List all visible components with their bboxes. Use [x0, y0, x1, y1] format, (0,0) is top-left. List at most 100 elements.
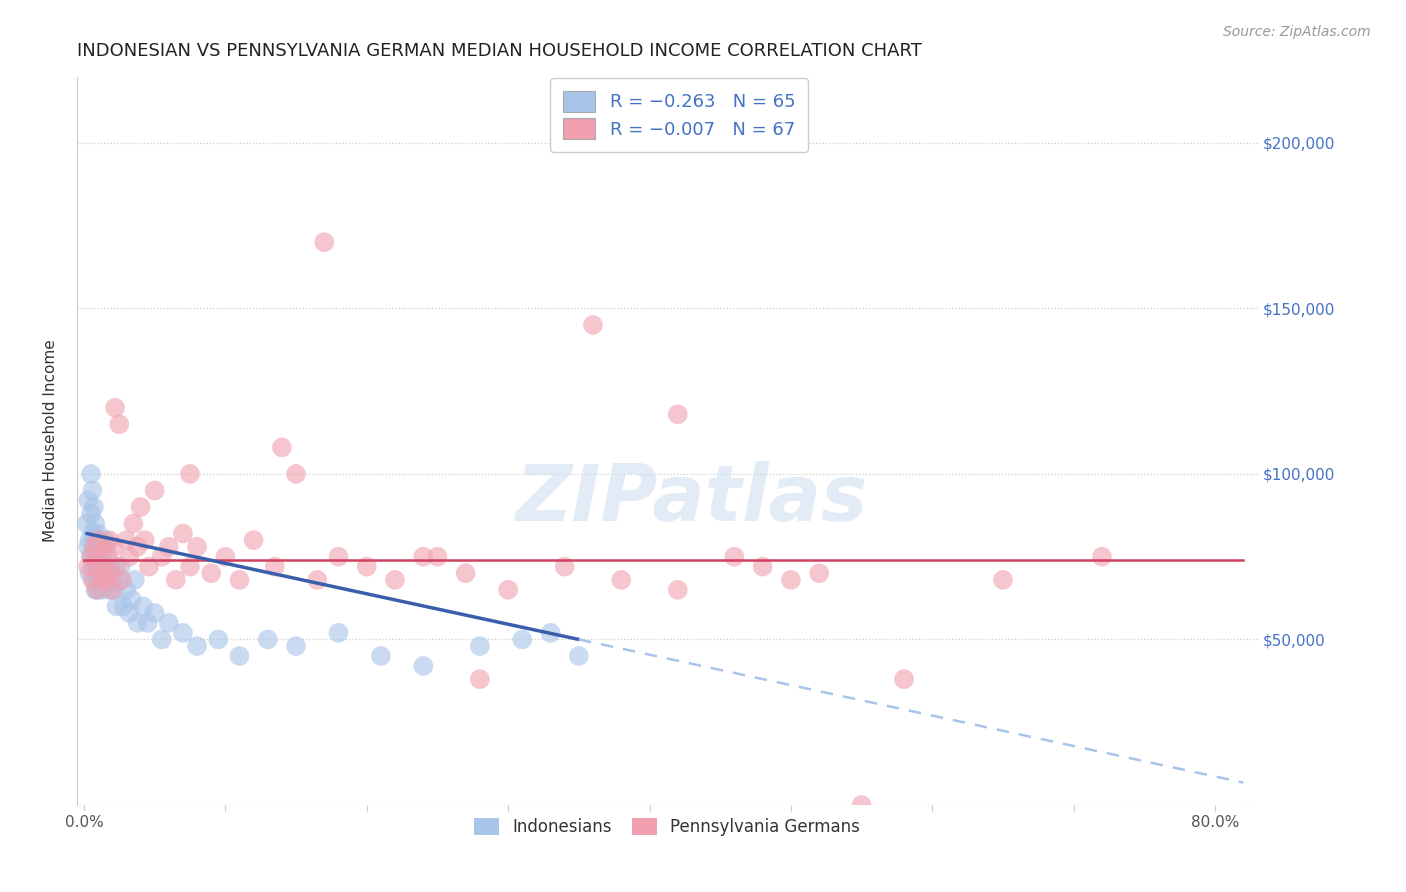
- Point: [100, 566, 122, 581]
- Point: [893, 672, 915, 686]
- Point: [104, 401, 127, 415]
- Point: [143, 606, 166, 620]
- Point: [110, 559, 132, 574]
- Point: [97, 549, 120, 564]
- Point: [186, 540, 208, 554]
- Point: [83, 573, 105, 587]
- Point: [94, 573, 117, 587]
- Point: [179, 467, 201, 481]
- Point: [808, 566, 831, 581]
- Point: [751, 559, 773, 574]
- Point: [228, 573, 250, 587]
- Point: [79, 566, 101, 581]
- Point: [77, 493, 100, 508]
- Point: [129, 500, 152, 514]
- Point: [723, 549, 745, 564]
- Point: [285, 639, 308, 653]
- Point: [89, 549, 111, 564]
- Point: [80, 507, 103, 521]
- Point: [80, 549, 103, 564]
- Point: [122, 516, 145, 531]
- Point: [82, 526, 104, 541]
- Point: [80, 467, 103, 481]
- Point: [76, 516, 98, 531]
- Point: [172, 625, 194, 640]
- Point: [82, 559, 104, 574]
- Point: [468, 639, 491, 653]
- Point: [79, 533, 101, 548]
- Point: [454, 566, 477, 581]
- Point: [356, 559, 378, 574]
- Point: [851, 797, 873, 812]
- Text: ZIPatlas: ZIPatlas: [515, 461, 868, 537]
- Point: [165, 573, 187, 587]
- Point: [666, 582, 689, 597]
- Point: [134, 533, 156, 548]
- Point: [98, 533, 121, 548]
- Point: [242, 533, 264, 548]
- Point: [412, 549, 434, 564]
- Point: [115, 582, 138, 597]
- Point: [127, 540, 149, 554]
- Point: [228, 648, 250, 663]
- Point: [540, 625, 562, 640]
- Legend: Indonesians, Pennsylvania Germans: Indonesians, Pennsylvania Germans: [465, 809, 869, 844]
- Point: [93, 566, 115, 581]
- Point: [86, 566, 108, 581]
- Point: [370, 648, 392, 663]
- Point: [91, 549, 114, 564]
- Point: [207, 632, 229, 647]
- Point: [132, 599, 155, 614]
- Point: [86, 582, 108, 597]
- Point: [82, 573, 104, 587]
- Point: [263, 559, 285, 574]
- Point: [270, 441, 292, 455]
- Point: [138, 559, 160, 574]
- Point: [112, 599, 135, 614]
- Point: [172, 526, 194, 541]
- Point: [87, 526, 110, 541]
- Point: [150, 632, 173, 647]
- Point: [80, 549, 103, 564]
- Text: Source: ZipAtlas.com: Source: ZipAtlas.com: [1223, 25, 1371, 39]
- Point: [582, 318, 605, 332]
- Point: [214, 549, 236, 564]
- Point: [468, 672, 491, 686]
- Point: [91, 573, 114, 587]
- Y-axis label: Median Household Income: Median Household Income: [44, 340, 58, 542]
- Point: [100, 566, 122, 581]
- Point: [77, 559, 100, 574]
- Point: [115, 533, 138, 548]
- Point: [554, 559, 576, 574]
- Point: [83, 500, 105, 514]
- Point: [200, 566, 222, 581]
- Point: [314, 235, 336, 249]
- Point: [610, 573, 633, 587]
- Point: [89, 540, 111, 554]
- Point: [101, 582, 124, 597]
- Point: [97, 559, 120, 574]
- Point: [77, 540, 100, 554]
- Point: [96, 540, 118, 554]
- Point: [1091, 549, 1114, 564]
- Point: [150, 549, 173, 564]
- Point: [179, 559, 201, 574]
- Point: [118, 606, 141, 620]
- Point: [991, 573, 1014, 587]
- Point: [94, 533, 117, 548]
- Point: [83, 540, 105, 554]
- Point: [90, 533, 112, 548]
- Point: [157, 615, 180, 630]
- Point: [121, 592, 143, 607]
- Point: [105, 599, 128, 614]
- Point: [83, 540, 105, 554]
- Point: [328, 549, 350, 564]
- Point: [84, 559, 107, 574]
- Point: [127, 615, 149, 630]
- Point: [84, 546, 107, 560]
- Point: [103, 573, 125, 587]
- Point: [89, 573, 111, 587]
- Point: [143, 483, 166, 498]
- Point: [87, 533, 110, 548]
- Point: [186, 639, 208, 653]
